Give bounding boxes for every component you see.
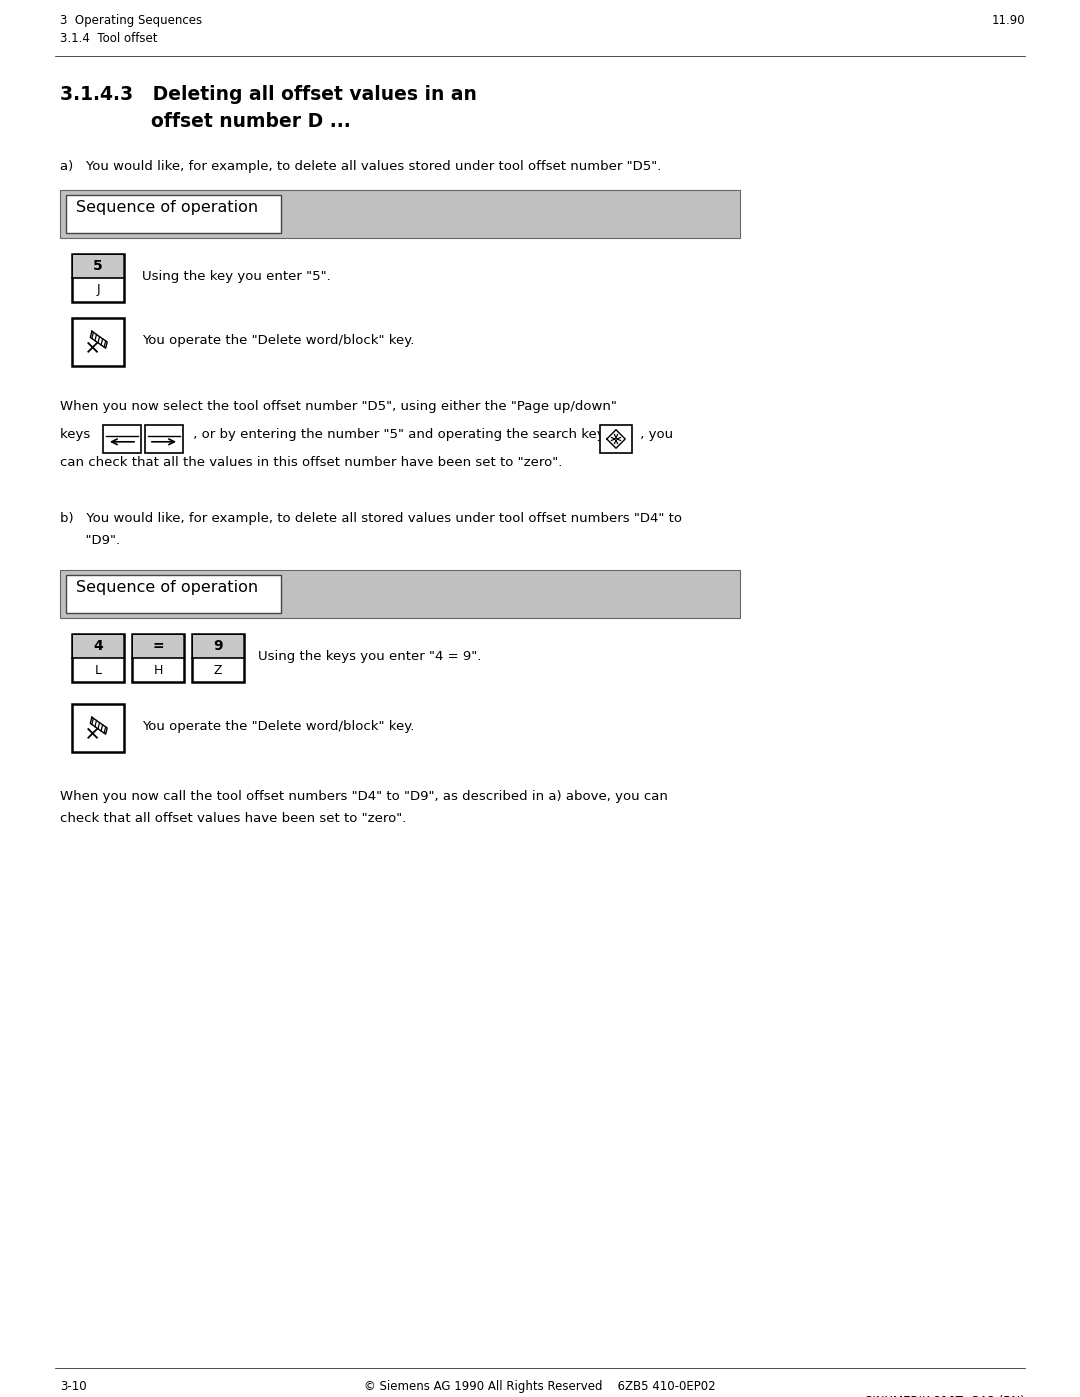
Bar <box>192 634 244 682</box>
Bar <box>72 634 124 682</box>
Text: L: L <box>95 664 102 676</box>
Text: When you now call the tool offset numbers "D4" to "D9", as described in a) above: When you now call the tool offset number… <box>60 789 667 803</box>
Bar <box>193 636 243 658</box>
Bar <box>73 636 123 658</box>
Text: When you now select the tool offset number "D5", using either the "Page up/down": When you now select the tool offset numb… <box>60 400 617 414</box>
Text: , you: , you <box>636 427 673 441</box>
Text: 3-10: 3-10 <box>60 1380 86 1393</box>
Bar <box>66 196 281 233</box>
Text: 3.1.4.3   Deleting all offset values in an: 3.1.4.3 Deleting all offset values in an <box>60 85 477 103</box>
Text: Using the keys you enter "4 = 9".: Using the keys you enter "4 = 9". <box>258 650 482 664</box>
Text: 3.1.4  Tool offset: 3.1.4 Tool offset <box>60 32 158 45</box>
Bar <box>73 256 123 278</box>
Text: 4: 4 <box>93 638 103 652</box>
Bar <box>145 425 183 453</box>
Text: can check that all the values in this offset number have been set to "zero".: can check that all the values in this of… <box>60 455 563 469</box>
Text: offset number D ...: offset number D ... <box>60 112 351 131</box>
Bar <box>72 254 124 302</box>
Bar <box>600 425 632 453</box>
Text: 5: 5 <box>93 258 103 272</box>
Text: Z: Z <box>214 664 222 676</box>
Text: You operate the "Delete word/block" key.: You operate the "Delete word/block" key. <box>141 719 415 733</box>
Text: © Siemens AG 1990 All Rights Reserved    6ZB5 410-0EP02: © Siemens AG 1990 All Rights Reserved 6Z… <box>364 1380 716 1393</box>
Text: 9: 9 <box>213 638 222 652</box>
Text: Sequence of operation: Sequence of operation <box>76 200 258 215</box>
Text: SINUMERIK 810T, GA3 (BN): SINUMERIK 810T, GA3 (BN) <box>865 1396 1025 1397</box>
Bar <box>133 636 183 658</box>
Text: Using the key you enter "5".: Using the key you enter "5". <box>141 270 330 284</box>
Text: keys: keys <box>60 427 95 441</box>
Bar <box>60 570 740 617</box>
Text: You operate the "Delete word/block" key.: You operate the "Delete word/block" key. <box>141 334 415 346</box>
Text: , or by entering the number "5" and operating the search key: , or by entering the number "5" and oper… <box>189 427 605 441</box>
Bar <box>60 190 740 237</box>
Bar <box>132 634 184 682</box>
Text: 11.90: 11.90 <box>991 14 1025 27</box>
Polygon shape <box>91 717 107 735</box>
Text: check that all offset values have been set to "zero".: check that all offset values have been s… <box>60 812 406 826</box>
Text: H: H <box>153 664 163 676</box>
Polygon shape <box>91 331 107 348</box>
Bar <box>66 576 281 613</box>
Bar <box>72 704 124 752</box>
Text: a)   You would like, for example, to delete all values stored under tool offset : a) You would like, for example, to delet… <box>60 161 661 173</box>
Bar <box>103 425 141 453</box>
Text: Sequence of operation: Sequence of operation <box>76 580 258 595</box>
Text: =: = <box>152 638 164 652</box>
Text: 3  Operating Sequences: 3 Operating Sequences <box>60 14 202 27</box>
Text: J: J <box>96 284 99 296</box>
Text: "D9".: "D9". <box>60 534 120 548</box>
Text: b)   You would like, for example, to delete all stored values under tool offset : b) You would like, for example, to delet… <box>60 511 681 525</box>
Bar <box>72 319 124 366</box>
